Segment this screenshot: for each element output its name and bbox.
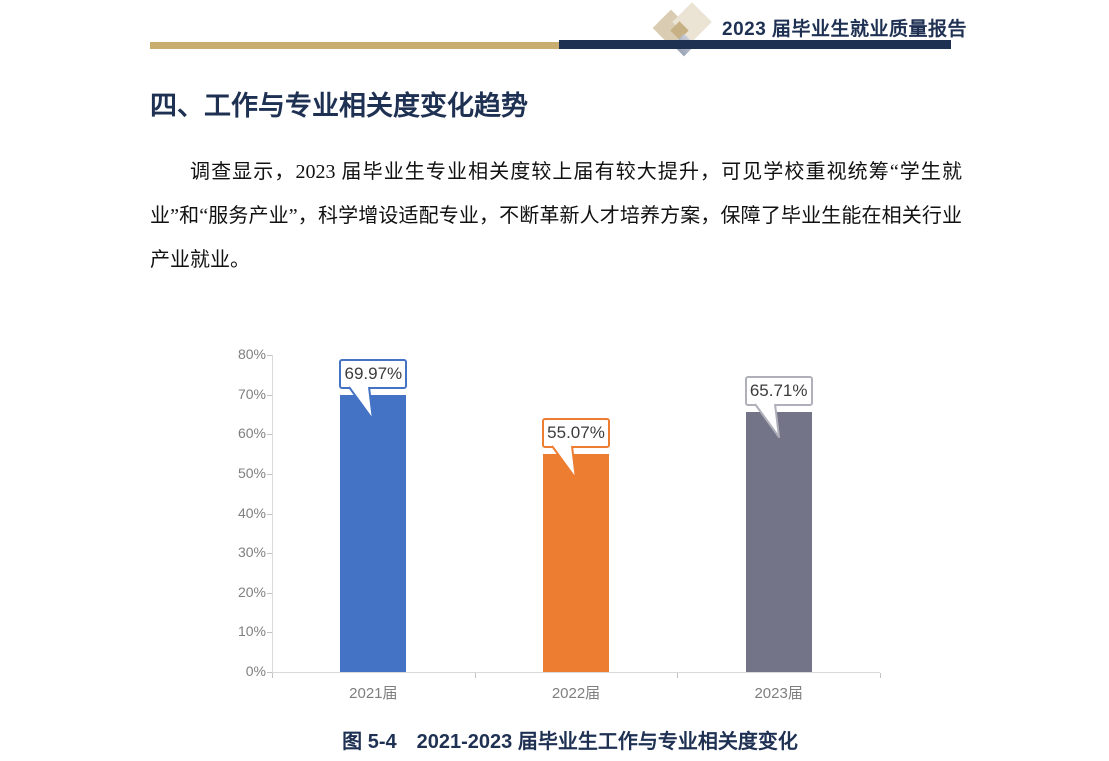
body-paragraph: 调查显示，2023 届毕业生专业相关度较上届有较大提升，可见学校重视统筹“学生就… bbox=[150, 161, 962, 271]
y-axis-label: 0% bbox=[245, 663, 266, 679]
y-axis-label: 30% bbox=[237, 544, 266, 561]
y-axis-tick bbox=[267, 513, 272, 515]
x-axis-tick bbox=[474, 673, 476, 678]
y-axis-label: 40% bbox=[237, 504, 266, 521]
section-heading: 四、工作与专业相关度变化趋势 bbox=[150, 91, 528, 121]
bar-value-callout: 65.71% bbox=[744, 375, 813, 406]
chart-bar bbox=[543, 453, 609, 672]
y-axis-tick bbox=[267, 473, 272, 475]
report-header-title: 2023 届毕业生就业质量报告 bbox=[722, 19, 968, 40]
y-axis-label: 50% bbox=[237, 464, 266, 481]
y-axis-label: 20% bbox=[237, 583, 266, 600]
figure-caption: 图 5-4 2021-2023 届毕业生工作与专业相关度变化 bbox=[342, 731, 798, 753]
y-axis-label: 60% bbox=[237, 425, 266, 442]
bar-chart: 0% 10% 20% 30% 40% 50% 60% 70% 80% 2021届 69.97% 202… bbox=[222, 346, 922, 706]
x-axis-line bbox=[272, 672, 880, 673]
y-axis-line bbox=[272, 355, 273, 672]
y-axis-tick bbox=[267, 434, 272, 436]
y-axis-label: 10% bbox=[237, 623, 266, 640]
callout-tail bbox=[551, 445, 577, 480]
callout-tail bbox=[348, 386, 375, 421]
x-axis-label: 2022届 bbox=[551, 685, 601, 702]
y-axis-tick bbox=[267, 355, 272, 356]
x-axis-label: 2023届 bbox=[754, 685, 803, 702]
x-axis-label: 2021届 bbox=[349, 685, 398, 702]
header-rule-navy bbox=[559, 40, 951, 49]
x-axis-tick bbox=[272, 673, 273, 678]
x-axis-tick bbox=[880, 673, 881, 678]
chart-bar bbox=[340, 394, 407, 672]
y-axis-tick bbox=[267, 672, 272, 673]
y-axis-tick bbox=[267, 394, 272, 396]
x-axis-tick bbox=[677, 673, 679, 678]
y-axis-label: 80% bbox=[237, 346, 266, 362]
chart-bar bbox=[745, 411, 812, 672]
bar-value-callout: 55.07% bbox=[542, 417, 610, 448]
y-axis-tick bbox=[267, 592, 272, 594]
y-axis-label: 70% bbox=[237, 385, 266, 402]
y-axis-tick bbox=[267, 632, 272, 634]
y-axis-tick bbox=[267, 553, 272, 555]
callout-tail bbox=[753, 403, 780, 438]
bar-value-callout: 69.97% bbox=[339, 358, 408, 389]
header-rule-gold bbox=[150, 42, 559, 49]
